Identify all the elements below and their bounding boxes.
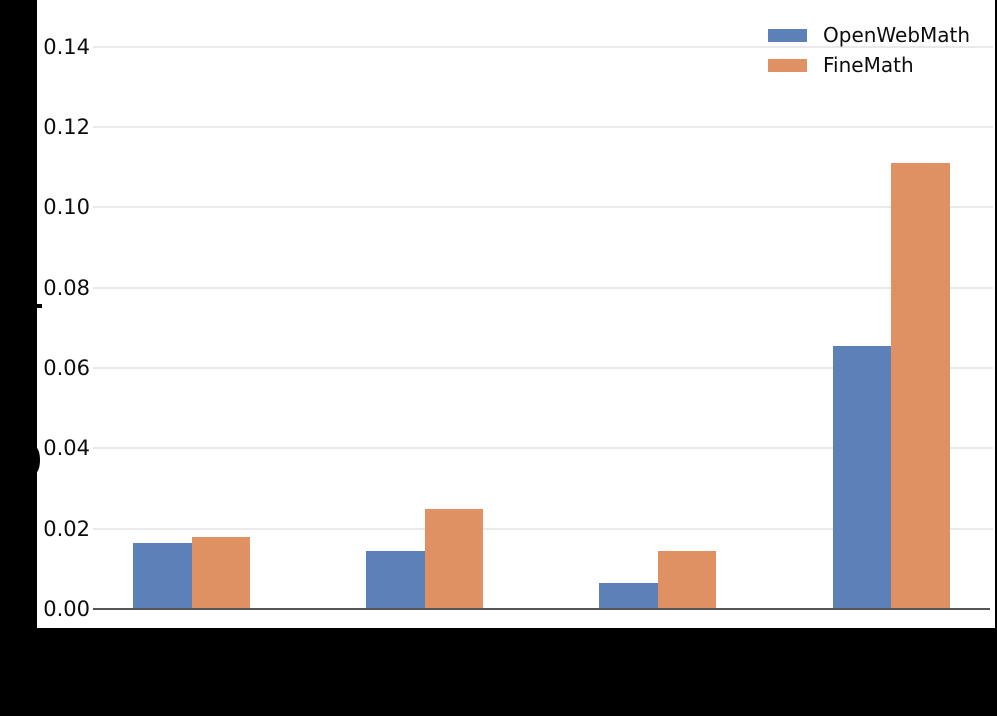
- bar-openwebmath-group4: [832, 346, 891, 609]
- bar-openwebmath-group1: [133, 543, 192, 609]
- legend-swatch-openwebmath-icon: [768, 28, 807, 42]
- y-tick-label-0.00: 0.00: [43, 597, 90, 621]
- y-tick-label-0.12: 0.12: [43, 114, 90, 139]
- x-axis-spine: [93, 608, 990, 610]
- legend: OpenWebMath FineMath: [768, 20, 970, 80]
- bar-finemath-group2: [424, 509, 484, 609]
- y-tick-label-0.06: 0.06: [43, 355, 90, 380]
- y-tick-label-0.02: 0.02: [43, 516, 90, 541]
- gridline-0.02: [93, 527, 993, 530]
- bar-finemath-group1: [191, 537, 250, 609]
- bar-finemath-group4: [891, 163, 950, 609]
- y-tick-label-0.08: 0.08: [43, 275, 90, 300]
- gridline-0.12: [93, 125, 993, 128]
- gridline-0.08: [93, 286, 993, 289]
- bar-openwebmath-group2: [366, 551, 425, 609]
- gridline-0.14: [93, 45, 993, 48]
- gridline-0.06: [93, 366, 993, 369]
- ylabel-artifact-dash: [37, 304, 42, 308]
- legend-label-finemath: FineMath: [823, 53, 914, 77]
- y-tick-label-0.14: 0.14: [43, 34, 90, 59]
- bar-openwebmath-group3: [599, 583, 658, 609]
- gridline-0.10: [93, 206, 993, 209]
- bar-finemath-group3: [657, 551, 717, 609]
- legend-swatch-finemath-icon: [768, 58, 807, 72]
- ylabel-artifact-curve: [32, 447, 40, 473]
- y-tick-label-0.10: 0.10: [43, 195, 90, 220]
- legend-label-openwebmath: OpenWebMath: [823, 23, 971, 47]
- y-tick-label-0.04: 0.04: [43, 436, 90, 461]
- gridline-0.04: [93, 447, 993, 450]
- legend-item-openwebmath: OpenWebMath: [768, 20, 970, 50]
- legend-item-finemath: FineMath: [768, 50, 970, 80]
